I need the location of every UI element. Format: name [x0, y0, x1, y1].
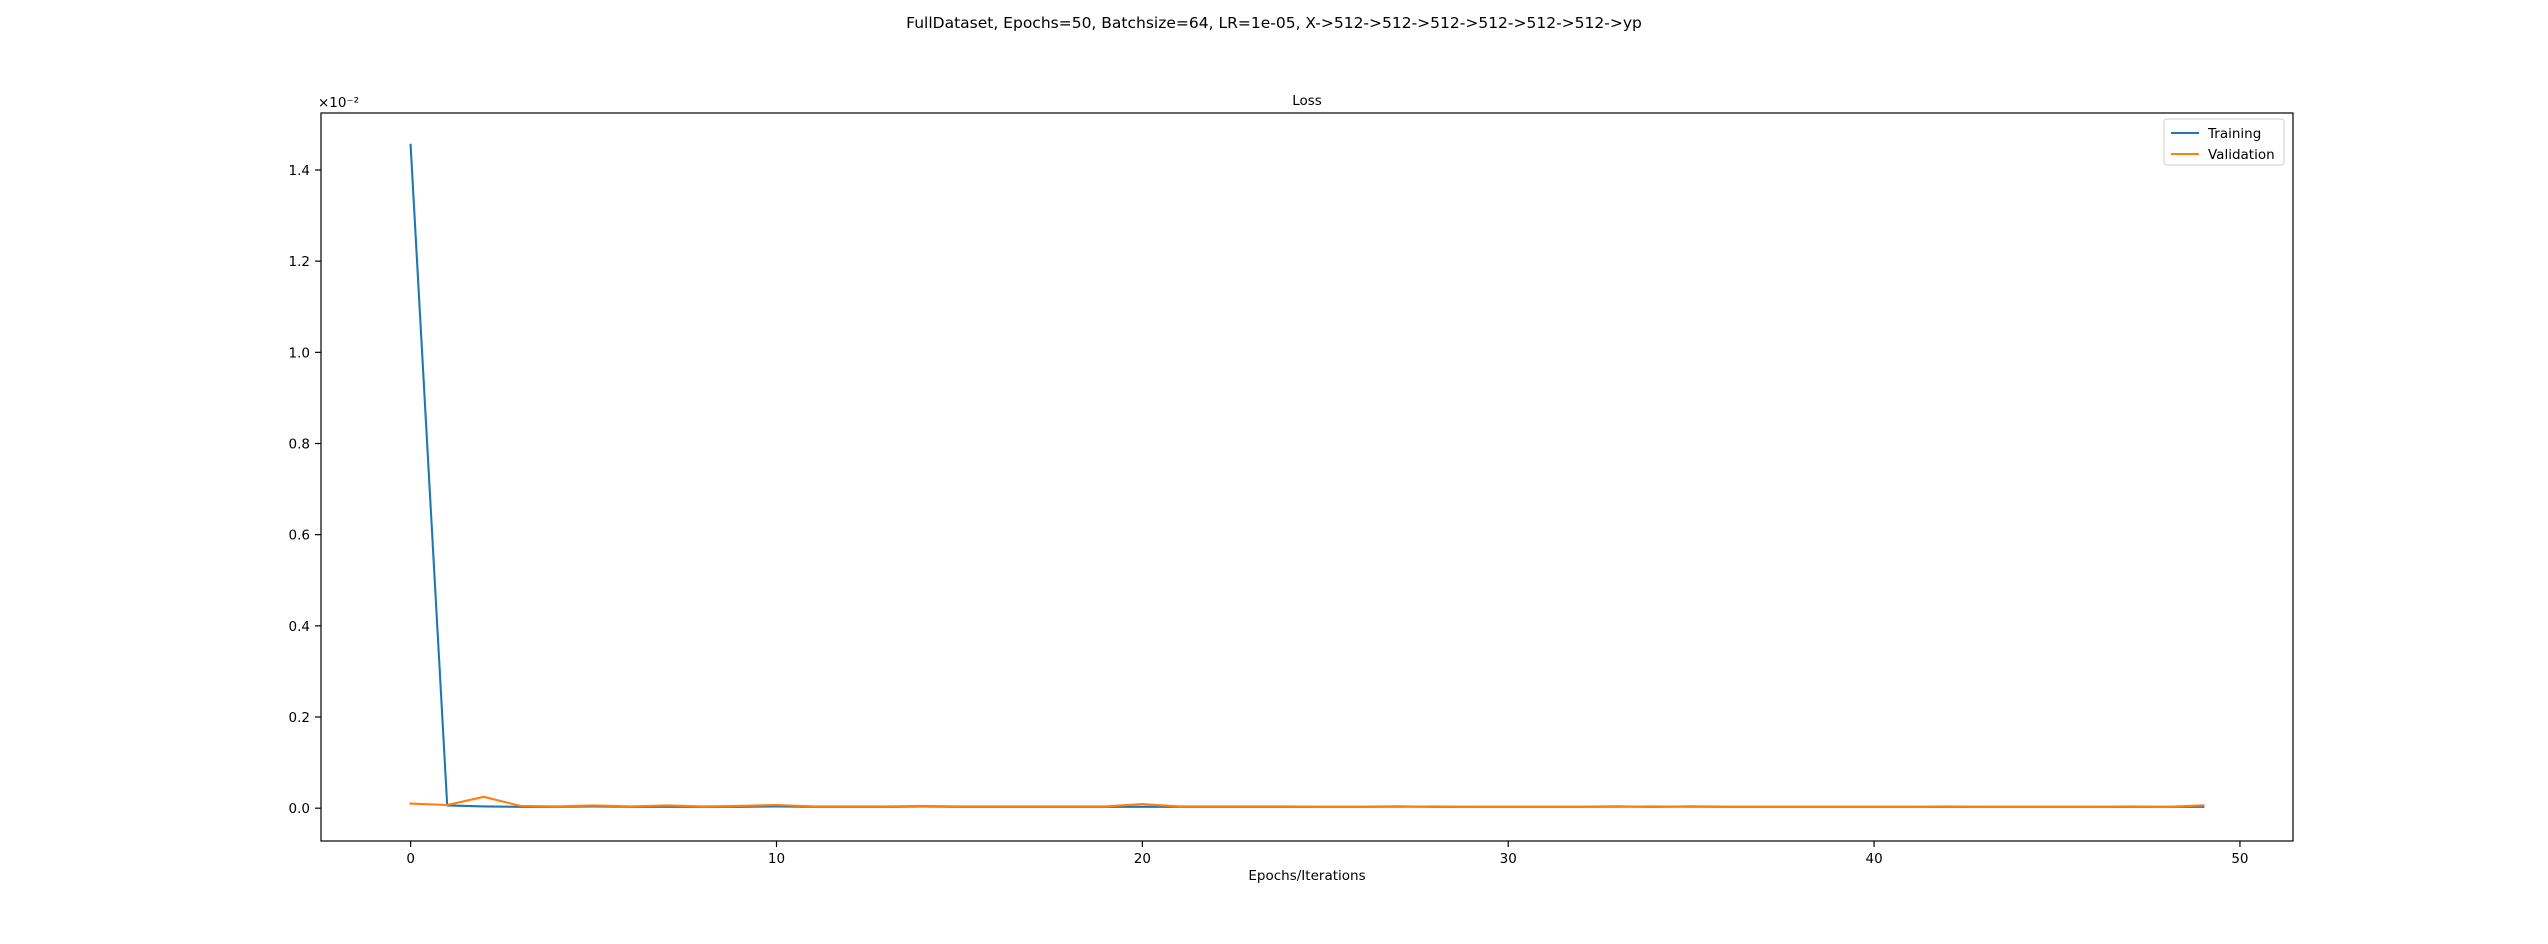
x-tick-label: 40: [1865, 851, 1882, 867]
figure-suptitle: FullDataset, Epochs=50, Batchsize=64, LR…: [906, 14, 1642, 32]
y-offset-label: ×10⁻²: [318, 95, 359, 111]
x-axis: 0 10 20 30 40 50: [406, 841, 2249, 867]
plot-area: [320, 112, 2294, 842]
legend-label-training: Training: [2207, 126, 2261, 142]
y-tick-label: 1.0: [289, 345, 310, 361]
legend-label-validation: Validation: [2208, 147, 2275, 163]
series-line-training: [409, 143, 2205, 808]
y-tick-label: 0.0: [289, 801, 310, 817]
series-line-validation: [409, 795, 2205, 808]
legend: Training Validation: [2163, 118, 2285, 166]
x-tick-label: 30: [1500, 851, 1517, 867]
x-tick-label: 10: [768, 851, 785, 867]
x-tick-label: 20: [1134, 851, 1151, 867]
chart-title: Loss: [1292, 93, 1322, 109]
y-axis: 0.0 0.2 0.4 0.6 0.8 1.0 1.2 1.4: [289, 163, 321, 817]
y-tick-label: 1.4: [289, 163, 310, 179]
y-tick-label: 1.2: [289, 254, 310, 270]
x-axis-label: Epochs/Iterations: [1248, 868, 1365, 884]
x-tick-label: 0: [406, 851, 415, 867]
x-tick-label: 50: [2231, 851, 2248, 867]
plot-frame: [320, 112, 2294, 842]
y-tick-label: 0.4: [289, 619, 310, 635]
y-tick-label: 0.6: [289, 528, 310, 544]
y-tick-label: 0.2: [289, 710, 310, 726]
y-tick-label: 0.8: [289, 436, 310, 452]
series-layer: [409, 143, 2205, 808]
